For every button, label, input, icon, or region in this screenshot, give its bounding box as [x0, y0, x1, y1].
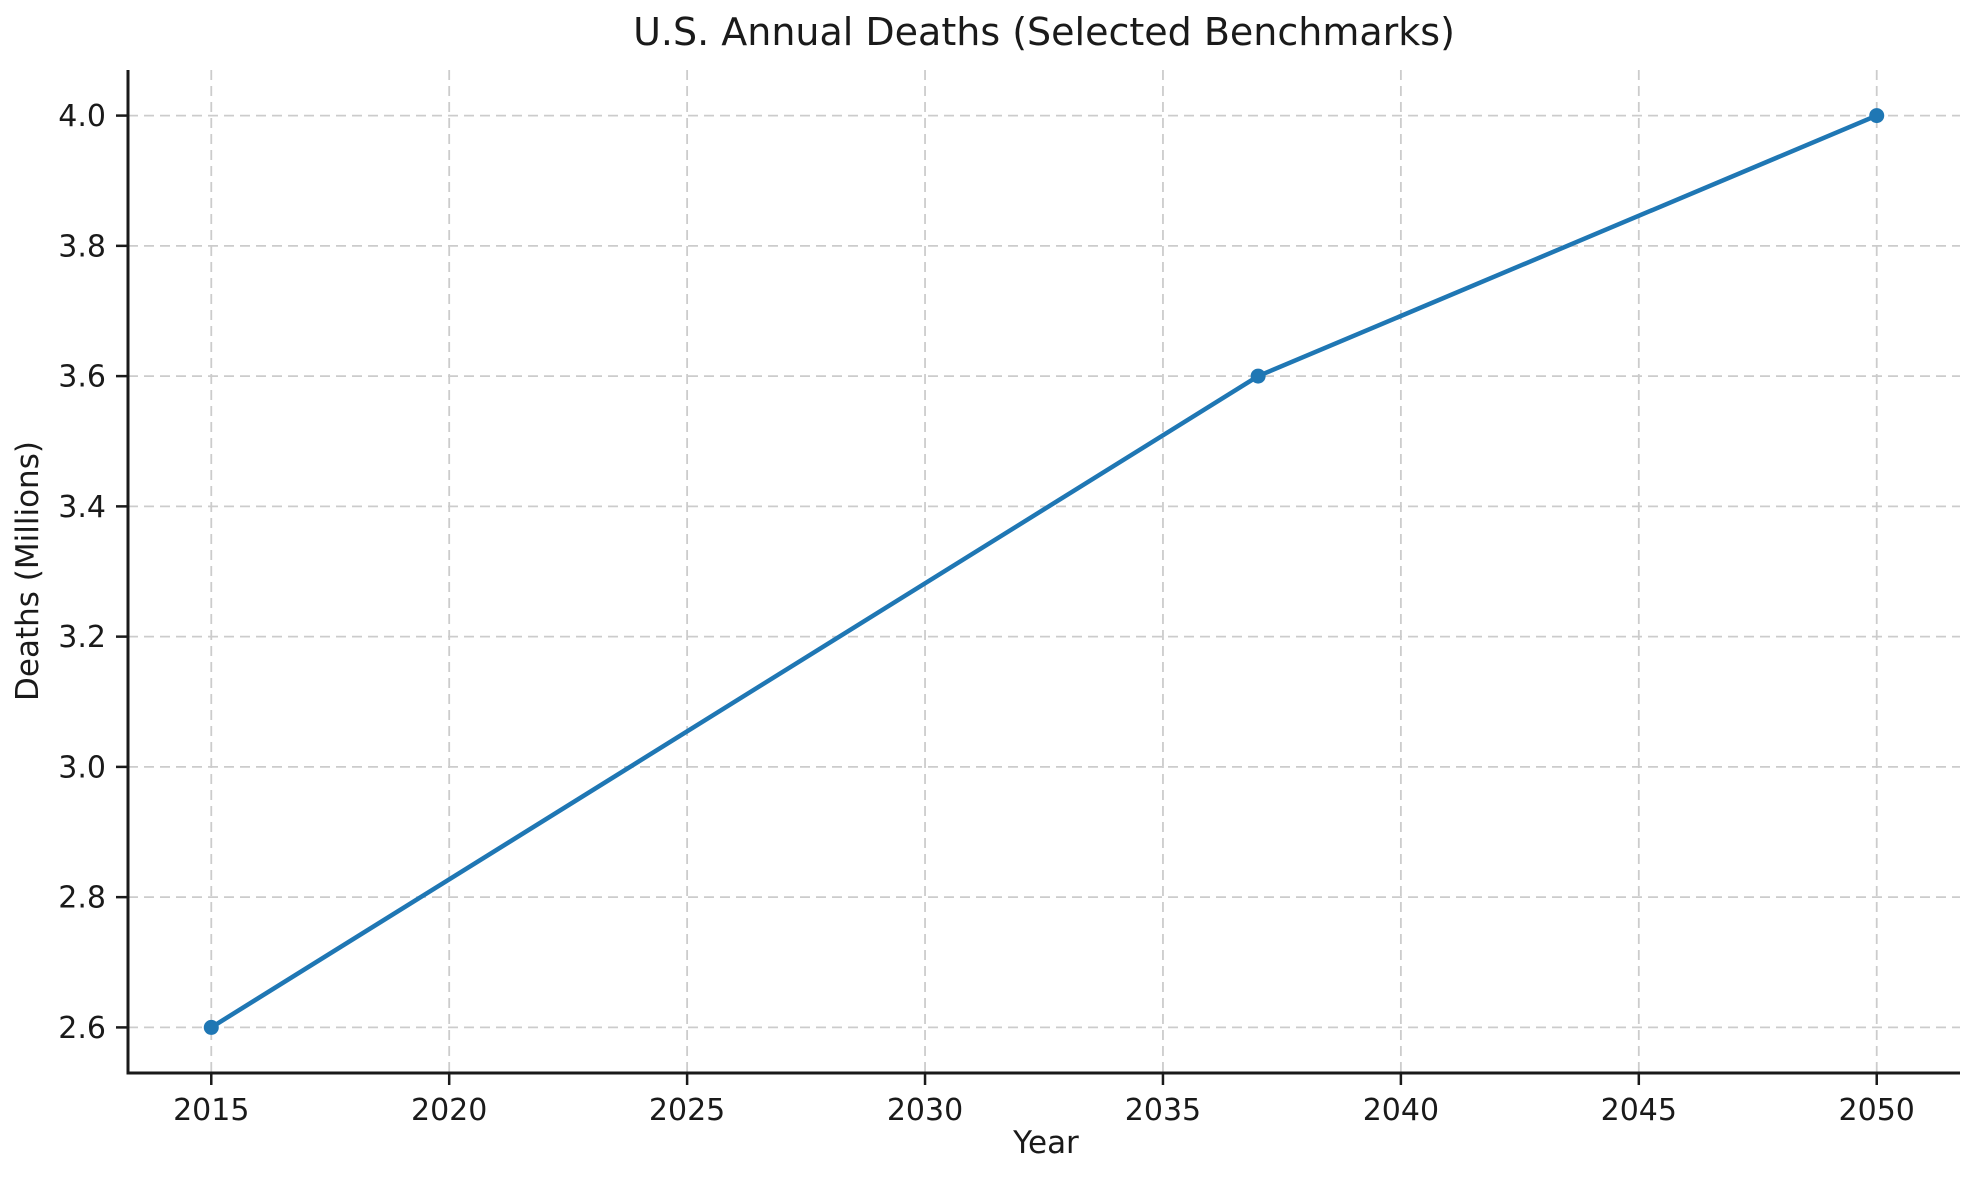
y-tick-label: 2.6 [58, 1011, 106, 1046]
gridlines [128, 70, 1960, 1073]
data-point-marker [1869, 108, 1885, 124]
y-tick-label: 3.6 [58, 360, 106, 395]
data-point-marker [203, 1019, 219, 1035]
data-point-marker [1250, 368, 1266, 384]
chart-title: U.S. Annual Deaths (Selected Benchmarks) [633, 10, 1455, 54]
series-line [209, 113, 1879, 1030]
x-tick-label: 2025 [649, 1093, 725, 1128]
x-axis-label: Year [1012, 1125, 1079, 1161]
x-tick-label: 2015 [173, 1093, 249, 1128]
y-tick-label: 4.0 [58, 99, 106, 134]
y-tick-label: 3.4 [58, 490, 106, 525]
x-tick-label: 2035 [1125, 1093, 1201, 1128]
data-series [203, 108, 1885, 1035]
y-tick-label: 3.2 [58, 620, 106, 655]
x-tick-label: 2020 [411, 1093, 487, 1128]
x-tick-label: 2050 [1839, 1093, 1915, 1128]
tick-labels: 2015 2020 2025 2030 2035 2040 2045 2050 2.6 2.8 3.… [58, 99, 1915, 1128]
x-tick-label: 2040 [1363, 1093, 1439, 1128]
y-tick-label: 3.0 [58, 750, 106, 785]
y-tick-label: 2.8 [58, 881, 106, 916]
y-axis-label: Deaths (Millions) [10, 441, 46, 701]
x-tick-label: 2045 [1601, 1093, 1677, 1128]
y-tick-label: 3.8 [58, 229, 106, 264]
axes [116, 70, 1960, 1085]
x-tick-label: 2030 [887, 1093, 963, 1128]
